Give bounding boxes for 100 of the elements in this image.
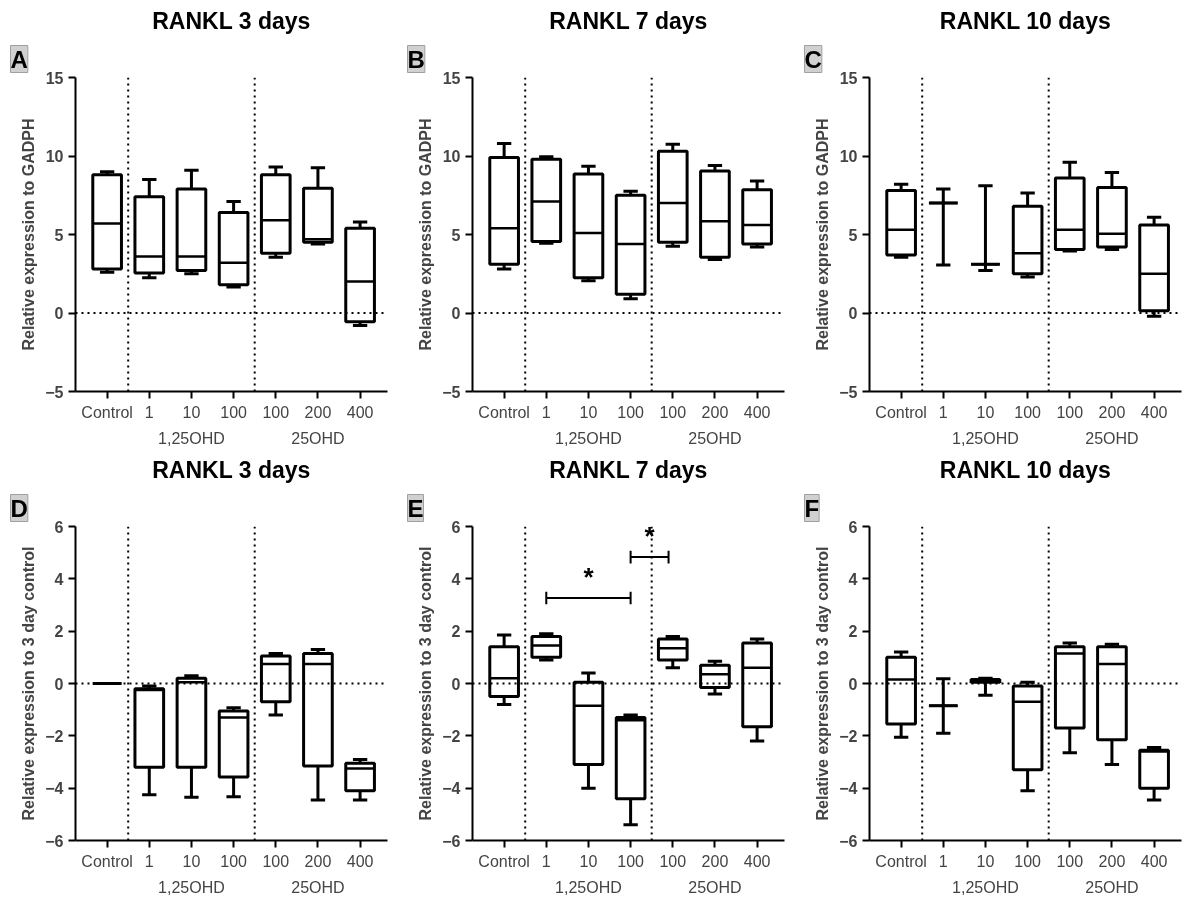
chart-title: RANKL 10 days	[939, 456, 1111, 483]
x-tick-label: 1	[144, 403, 154, 421]
x-tick-label: 10	[182, 403, 201, 421]
y-axis-title: Relative expression to 3 day control	[417, 546, 435, 821]
y-axis-title: Relative expression to GADPH	[20, 118, 38, 351]
text: C	[804, 45, 822, 73]
y-tick-label: 5	[451, 226, 461, 244]
text: 25OHD	[1085, 878, 1139, 896]
y-tick-label: 0	[54, 305, 64, 322]
y-tick-label: −6	[442, 832, 461, 850]
y-axis-title: Relative expression to GADPH	[417, 118, 435, 351]
y-tick-label: −5	[45, 383, 64, 401]
chart-title: RANKL 7 days	[549, 456, 708, 483]
x-tick-label: 400	[346, 403, 374, 421]
y-tick-label: 10	[442, 148, 461, 165]
x-tick-label: 1	[541, 852, 551, 870]
y-tick-label: −4	[839, 780, 858, 798]
y-tick-label: 10	[839, 148, 858, 165]
text: 1,25OHD	[158, 429, 225, 447]
text: F	[804, 494, 820, 522]
annotation: *	[644, 520, 656, 551]
x-tick-label: 400	[1140, 852, 1168, 870]
text: 25OHD	[688, 429, 742, 447]
chart-title: RANKL 3 days	[152, 456, 311, 483]
x-tick-label: 10	[579, 403, 598, 421]
x-tick-label: 200	[701, 403, 729, 421]
x-tick-label: 10	[579, 852, 598, 870]
text: 25OHD	[688, 878, 742, 896]
x-tick-label: 200	[1098, 852, 1126, 870]
y-tick-label: −4	[45, 780, 64, 798]
x-tick-label: Control	[478, 852, 530, 870]
text: 25OHD	[291, 429, 345, 447]
x-tick-label: 1	[541, 403, 551, 421]
y-axis-title: Relative expression to 3 day control	[814, 546, 832, 821]
y-tick-label: 0	[848, 305, 858, 322]
y-tick-label: −6	[45, 832, 64, 850]
text: 25OHD	[1085, 429, 1139, 447]
text: A	[10, 45, 28, 73]
x-tick-label: 400	[743, 852, 771, 870]
y-tick-label: 4	[848, 570, 858, 588]
y-tick-label: 15	[839, 69, 858, 87]
text: D	[10, 494, 28, 522]
x-tick-label: 1	[144, 852, 154, 870]
y-tick-label: 6	[54, 518, 64, 536]
y-tick-label: 5	[848, 226, 858, 244]
y-tick-label: 6	[848, 518, 858, 536]
x-tick-label: 10	[976, 852, 995, 870]
y-tick-label: 6	[451, 518, 461, 536]
y-tick-label: −2	[45, 727, 64, 745]
x-tick-label: 100	[659, 852, 687, 870]
y-tick-label: 2	[848, 623, 858, 641]
y-tick-label: 0	[54, 675, 64, 693]
x-tick-label: 100	[659, 403, 687, 421]
x-tick-label: 100	[1014, 403, 1042, 421]
x-tick-label: 100	[1056, 403, 1084, 421]
y-tick-label: −5	[839, 383, 858, 401]
x-tick-label: 400	[743, 403, 771, 421]
x-tick-label: 10	[182, 852, 201, 870]
text: 1,25OHD	[555, 429, 622, 447]
x-tick-label: 10	[976, 403, 995, 421]
chart-title: RANKL 10 days	[939, 7, 1111, 34]
y-tick-label: 0	[848, 675, 858, 693]
text: B	[407, 45, 425, 73]
y-tick-label: 0	[451, 305, 461, 322]
x-tick-label: 400	[1140, 403, 1168, 421]
y-axis-title: Relative expression to GADPH	[814, 118, 832, 351]
x-tick-label: Control	[875, 852, 927, 870]
x-tick-label: Control	[875, 403, 927, 421]
x-tick-label: 200	[701, 852, 729, 870]
text: 25OHD	[291, 878, 345, 896]
x-tick-label: 100	[262, 403, 290, 421]
x-tick-label: Control	[81, 852, 133, 870]
x-tick-label: 1	[938, 403, 948, 421]
x-tick-label: Control	[478, 403, 530, 421]
text: 1,25OHD	[952, 878, 1019, 896]
x-tick-label: 200	[304, 403, 332, 421]
y-tick-label: −2	[442, 727, 461, 745]
y-tick-label: 0	[451, 675, 461, 693]
chart-title: RANKL 7 days	[549, 7, 708, 34]
text: 1,25OHD	[555, 878, 622, 896]
y-axis-title: Relative expression to 3 day control	[20, 546, 38, 821]
y-tick-label: 2	[451, 623, 461, 641]
text: 1,25OHD	[158, 878, 225, 896]
y-tick-label: −4	[442, 780, 461, 798]
x-tick-label: 100	[1056, 852, 1084, 870]
x-tick-label: 100	[1014, 852, 1042, 870]
y-tick-label: 2	[54, 623, 64, 641]
y-tick-label: −6	[839, 832, 858, 850]
chart-title: RANKL 3 days	[152, 7, 311, 34]
text: 1,25OHD	[952, 429, 1019, 447]
x-tick-label: 100	[262, 852, 290, 870]
x-tick-label: 100	[220, 403, 248, 421]
x-tick-label: 100	[220, 852, 248, 870]
y-tick-label: 5	[54, 226, 64, 244]
annotation: *	[583, 561, 595, 592]
x-tick-label: 100	[617, 852, 645, 870]
x-tick-label: 100	[617, 403, 645, 421]
text: E	[407, 494, 424, 522]
y-tick-label: −2	[839, 727, 858, 745]
y-tick-label: 10	[45, 148, 64, 165]
